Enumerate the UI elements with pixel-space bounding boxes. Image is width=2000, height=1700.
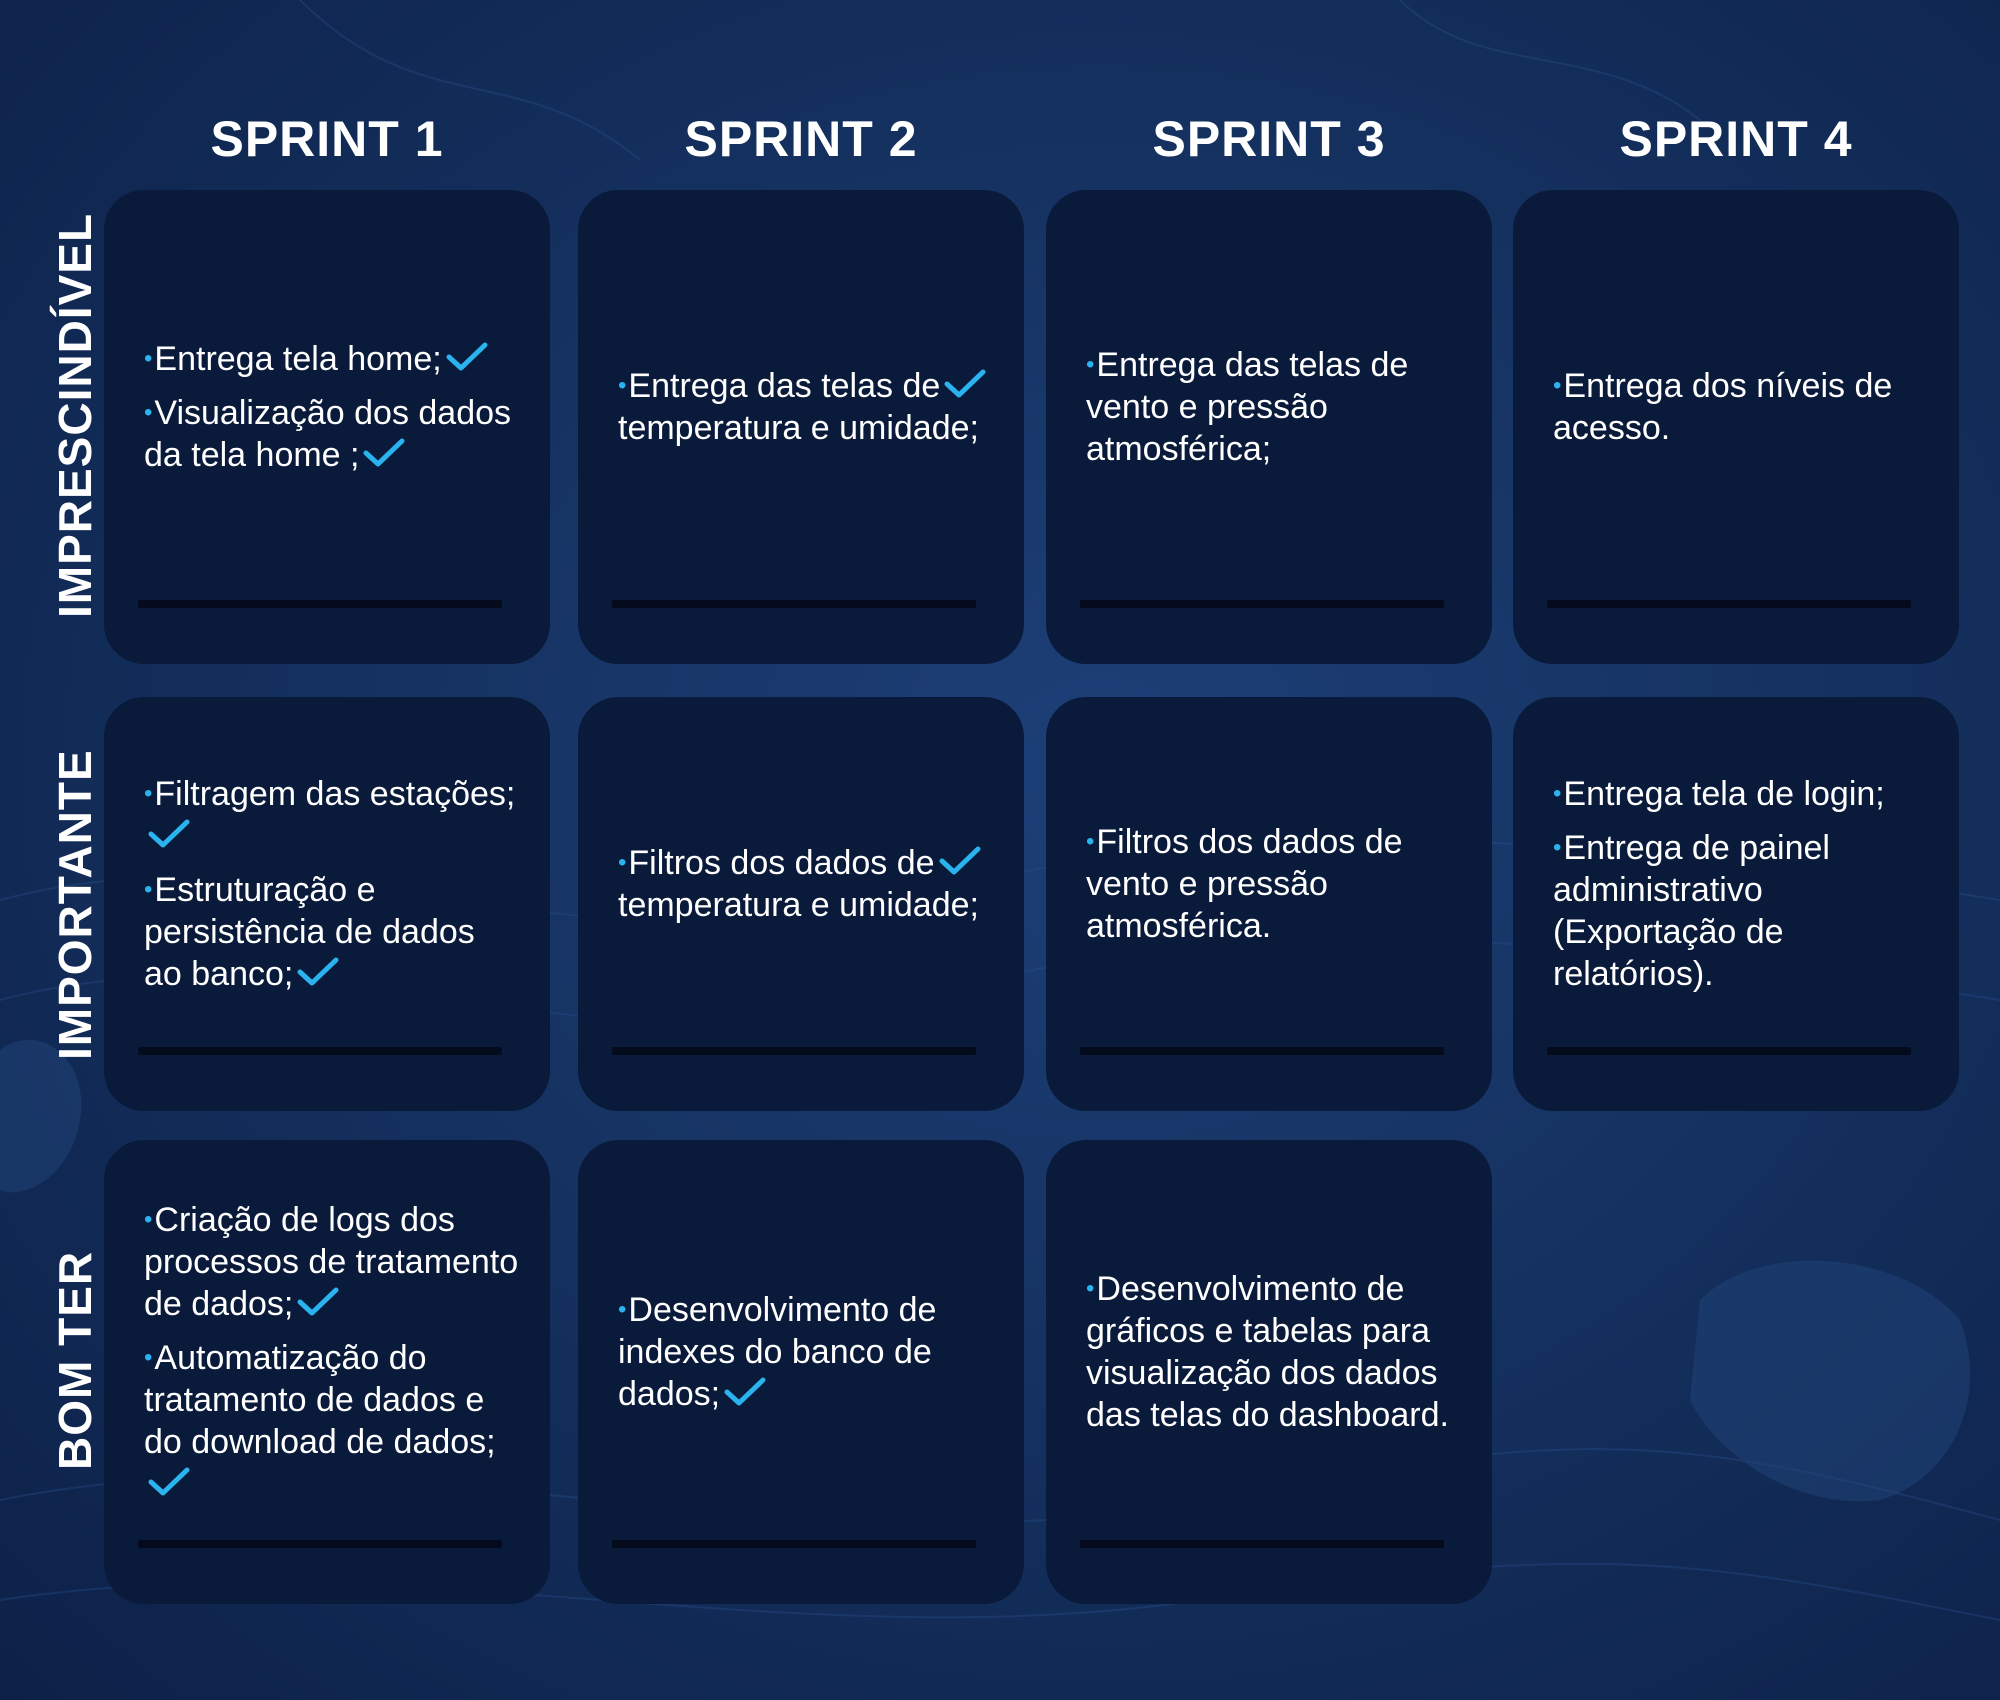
card-imprescindível-sprint-3: •Entrega das telas de vento e pressão at… xyxy=(1046,190,1492,664)
checkmark-icon xyxy=(297,1287,339,1317)
card-item: •Filtros dos dados de vento e pressão at… xyxy=(1086,821,1462,947)
bullet-icon: • xyxy=(1553,834,1562,861)
card-item-text: Entrega de painel administrativo (Export… xyxy=(1553,829,1830,993)
checkmark-icon xyxy=(363,438,405,468)
bullet-icon: • xyxy=(618,372,627,399)
card-item-text: Filtragem das estações; xyxy=(154,775,516,813)
card-imprescindível-sprint-2: •Entrega das telas de temperatura e umida… xyxy=(578,190,1024,664)
checkmark-icon xyxy=(148,819,190,849)
card-items: •Filtragem das estações; •Estruturação e … xyxy=(144,773,520,995)
card-imprescindível-sprint-4: •Entrega dos níveis de acesso. xyxy=(1513,190,1959,664)
card-items: •Filtros dos dados de vento e pressão at… xyxy=(1086,821,1462,947)
card-item-text-continued: temperatura e umidade; xyxy=(618,886,979,924)
card-bom-ter-sprint-2: •Desenvolvimento de indexes do banco de … xyxy=(578,1140,1024,1604)
card-item-text: Desenvolvimento de gráficos e tabelas pa… xyxy=(1086,1270,1449,1434)
card-bottom-bar xyxy=(1080,1540,1444,1548)
card-bottom-bar xyxy=(612,1540,976,1548)
bullet-icon: • xyxy=(1086,828,1095,855)
card-item-text: Filtros dos dados de vento e pressão atm… xyxy=(1086,823,1403,945)
bullet-icon: • xyxy=(144,780,153,807)
bullet-icon: • xyxy=(1086,1275,1095,1302)
card-item: •Entrega tela de login; xyxy=(1553,773,1929,815)
card-importante-sprint-4: •Entrega tela de login; •Entrega de paine… xyxy=(1513,697,1959,1111)
card-item-text: Filtros dos dados de xyxy=(628,844,935,882)
card-bottom-bar xyxy=(138,600,502,608)
checkmark-icon xyxy=(724,1377,766,1407)
bullet-icon: • xyxy=(1553,780,1562,807)
card-item: •Entrega de painel administrativo (Expor… xyxy=(1553,827,1929,995)
card-items: •Desenvolvimento de indexes do banco de … xyxy=(618,1289,994,1415)
card-bottom-bar xyxy=(1080,600,1444,608)
card-importante-sprint-3: •Filtros dos dados de vento e pressão at… xyxy=(1046,697,1492,1111)
card-item: •Criação de logs dos processos de tratam… xyxy=(144,1199,520,1325)
card-items: •Entrega tela home; •Visualização dos dad… xyxy=(144,338,520,476)
checkmark-icon xyxy=(297,957,339,987)
bullet-icon: • xyxy=(144,399,153,426)
card-item: •Filtragem das estações; xyxy=(144,773,520,857)
checkmark-icon xyxy=(944,369,986,399)
card-bottom-bar xyxy=(138,1047,502,1055)
row-label-bom-ter: BOM TER xyxy=(49,1250,101,1470)
column-header-sprint-3: SPRINT 3 xyxy=(1152,111,1386,167)
card-items: •Entrega das telas de temperatura e umida… xyxy=(618,365,994,449)
bullet-icon: • xyxy=(144,876,153,903)
card-item: •Filtros dos dados de temperatura e umida… xyxy=(618,842,994,926)
card-bottom-bar xyxy=(612,1047,976,1055)
card-item: •Visualização dos dados da tela home ; xyxy=(144,392,520,476)
card-item-text-continued: temperatura e umidade; xyxy=(618,409,979,447)
card-importante-sprint-1: •Filtragem das estações; •Estruturação e … xyxy=(104,697,550,1111)
card-item: •Entrega das telas de temperatura e umida… xyxy=(618,365,994,449)
card-item-text: Automatização do tratamento de dados e d… xyxy=(144,1339,496,1461)
card-bottom-bar xyxy=(138,1540,502,1548)
card-item-text: Entrega tela de login; xyxy=(1563,775,1885,813)
card-item: •Estruturação e persistência de dados ao… xyxy=(144,869,520,995)
card-items: •Filtros dos dados de temperatura e umida… xyxy=(618,842,994,926)
card-item: •Entrega das telas de vento e pressão at… xyxy=(1086,344,1462,470)
card-item: •Desenvolvimento de gráficos e tabelas p… xyxy=(1086,1268,1462,1436)
card-items: •Entrega dos níveis de acesso. xyxy=(1553,365,1929,449)
card-item-text: Visualização dos dados da tela home ; xyxy=(144,394,512,474)
column-header-sprint-4: SPRINT 4 xyxy=(1619,111,1853,167)
row-label-importante: IMPORTANTE xyxy=(49,749,101,1061)
card-bottom-bar xyxy=(1547,1047,1911,1055)
bullet-icon: • xyxy=(618,1296,627,1323)
bullet-icon: • xyxy=(1553,372,1562,399)
card-bom-ter-sprint-3: •Desenvolvimento de gráficos e tabelas p… xyxy=(1046,1140,1492,1604)
column-header-sprint-1: SPRINT 1 xyxy=(210,111,444,167)
card-imprescindível-sprint-1: •Entrega tela home; •Visualização dos dad… xyxy=(104,190,550,664)
card-item-text: Entrega dos níveis de acesso. xyxy=(1553,367,1893,447)
card-item-text: Entrega tela home; xyxy=(154,340,442,378)
checkmark-icon xyxy=(148,1467,190,1497)
card-item: •Entrega dos níveis de acesso. xyxy=(1553,365,1929,449)
card-item: •Automatização do tratamento de dados e … xyxy=(144,1337,520,1505)
checkmark-icon xyxy=(446,342,488,372)
card-bom-ter-sprint-1: •Criação de logs dos processos de tratam… xyxy=(104,1140,550,1604)
card-items: •Criação de logs dos processos de tratam… xyxy=(144,1199,520,1505)
card-bottom-bar xyxy=(612,600,976,608)
card-bottom-bar xyxy=(1080,1047,1444,1055)
card-item-text: Entrega das telas de xyxy=(628,367,941,405)
bullet-icon: • xyxy=(1086,351,1095,378)
bullet-icon: • xyxy=(618,849,627,876)
card-items: •Entrega tela de login; •Entrega de paine… xyxy=(1553,773,1929,995)
card-item-text: Criação de logs dos processos de tratame… xyxy=(144,1201,519,1323)
row-label-imprescindivel: IMPRESCINDÍVEL xyxy=(49,212,101,618)
checkmark-icon xyxy=(939,846,981,876)
bullet-icon: • xyxy=(144,1206,153,1233)
card-items: •Entrega das telas de vento e pressão at… xyxy=(1086,344,1462,470)
card-bottom-bar xyxy=(1547,600,1911,608)
card-item-text: Desenvolvimento de indexes do banco de d… xyxy=(618,1291,937,1413)
card-item: •Entrega tela home; xyxy=(144,338,520,380)
bullet-icon: • xyxy=(144,1344,153,1371)
card-item-text: Entrega das telas de vento e pressão atm… xyxy=(1086,346,1409,468)
card-importante-sprint-2: •Filtros dos dados de temperatura e umida… xyxy=(578,697,1024,1111)
card-item-text: Estruturação e persistência de dados ao … xyxy=(144,871,475,993)
card-items: •Desenvolvimento de gráficos e tabelas p… xyxy=(1086,1268,1462,1436)
bullet-icon: • xyxy=(144,345,153,372)
card-item: •Desenvolvimento de indexes do banco de … xyxy=(618,1289,994,1415)
column-header-sprint-2: SPRINT 2 xyxy=(684,111,918,167)
